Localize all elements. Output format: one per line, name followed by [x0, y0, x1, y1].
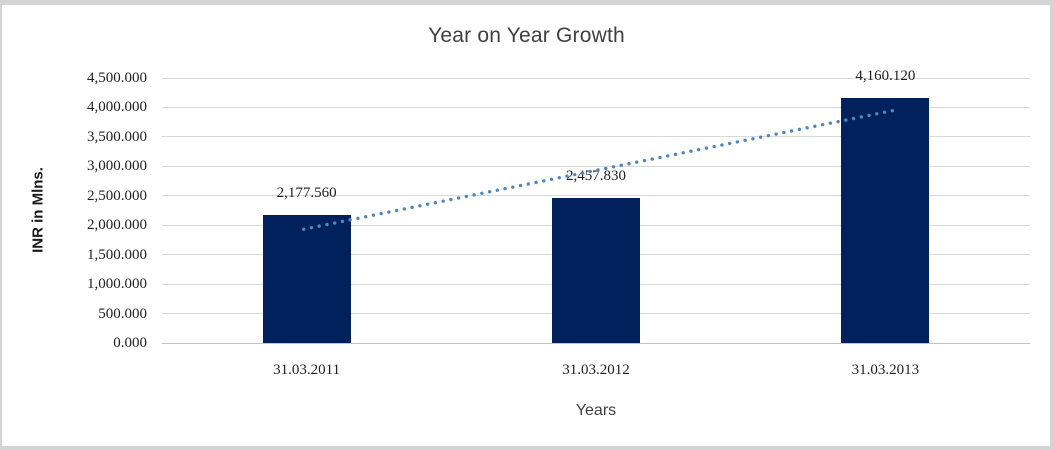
frame-border-bottom [0, 446, 1053, 450]
y-tick-label: 2,500.000 [87, 187, 147, 204]
frame-border-top [0, 0, 1053, 5]
x-axis-line [162, 342, 1030, 344]
bar [552, 198, 640, 343]
gridline [162, 77, 1030, 79]
y-tick-label: 1,000.000 [87, 276, 147, 293]
y-tick-label: 500.000 [98, 305, 147, 322]
y-tick-label: 1,500.000 [87, 246, 147, 263]
chart-title: Year on Year Growth [428, 24, 625, 47]
frame-border-left [0, 0, 2, 450]
y-tick-label: 3,500.000 [87, 128, 147, 145]
y-tick-label: 0.000 [113, 335, 147, 351]
x-axis-title: Years [575, 402, 617, 419]
bar-value-label: 2,457.830 [566, 168, 626, 185]
bar-value-label: 2,177.560 [276, 184, 337, 201]
bar-value-label: 4,160.120 [855, 68, 916, 84]
y-tick-label: 4,500.000 [87, 70, 147, 86]
x-tick-label: 31.03.2011 [273, 362, 341, 378]
bar [841, 98, 930, 343]
y-tick-label: 4,000.000 [87, 99, 147, 116]
gridline [162, 106, 1030, 108]
y-axis-title: INR in Mlns. [29, 167, 47, 253]
frame-border-right [1050, 0, 1053, 450]
y-tick-label: 3,000.000 [87, 158, 147, 175]
x-tick-label: 31.03.2012 [562, 362, 630, 378]
bar [262, 214, 351, 343]
x-tick-label: 31.03.2013 [851, 362, 920, 378]
y-tick-label: 2,000.000 [87, 217, 147, 234]
